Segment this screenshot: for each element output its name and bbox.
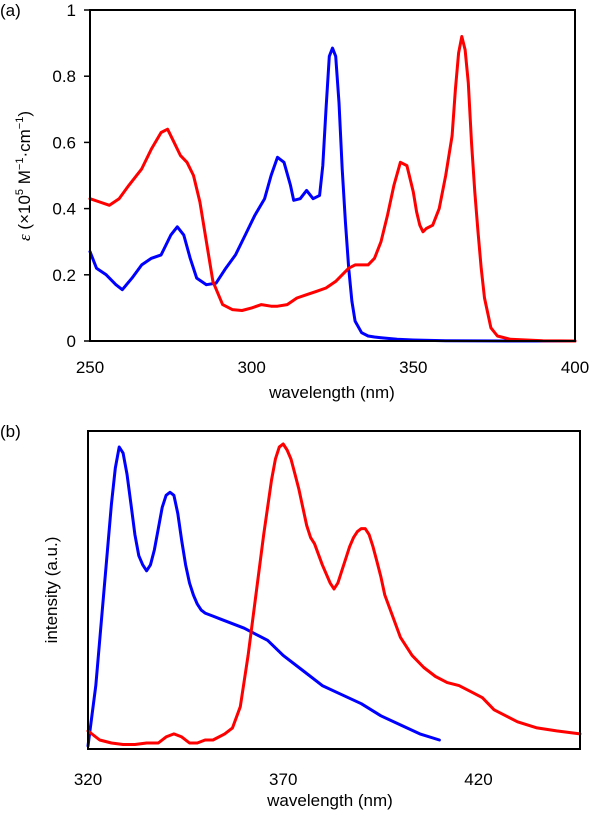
- panel-b-series: [86, 442, 582, 748]
- panel-b-plot-frame: [87, 430, 581, 750]
- panel-b-series-line-1: [86, 442, 582, 746]
- panel-b-x-ticks: 320 370 420: [74, 770, 493, 789]
- panel-a-x-tick-3: 400: [561, 358, 589, 377]
- panel-a-y-axis-label: ε (×105 M−1·cm−1): [14, 111, 34, 241]
- panel-a-y-tick-1: 0.2: [52, 266, 76, 285]
- y-label-exp-5: 5: [14, 189, 26, 195]
- panel-a-y-tick-5: 1: [67, 1, 76, 20]
- panel-a-x-tick-2: 350: [399, 358, 427, 377]
- panel-b-x-tick-1: 370: [269, 770, 297, 789]
- y-label-epsilon: ε: [15, 234, 34, 241]
- panel-b-x-tick-0: 320: [74, 770, 102, 789]
- panel-b-x-axis-label: wavelength (nm): [266, 791, 393, 810]
- y-label-exp-m1a: −1: [14, 158, 26, 171]
- panel-a-y-tick-0: 0: [67, 332, 76, 351]
- panel-b-y-axis-label: intensity (a.u.): [42, 537, 61, 644]
- y-label-part-close: ): [15, 111, 34, 117]
- y-label-part-open: (×10: [15, 195, 34, 234]
- panel-b-x-tick-2: 420: [464, 770, 492, 789]
- panel-a-plot-frame: [89, 9, 576, 342]
- panel-a-series: [88, 35, 577, 343]
- panel-a-y-tick-3: 0.6: [52, 133, 76, 152]
- panel-a-y-ticks: 0 0.2 0.4 0.6 0.8 1: [52, 1, 90, 351]
- y-label-part-m: M: [15, 170, 34, 189]
- panel-a-x-tick-1: 300: [237, 358, 265, 377]
- panel-a-y-tick-4: 0.8: [52, 67, 76, 86]
- y-label-exp-m1b: −1: [14, 117, 26, 130]
- panel-a-absorption-chart: (a) 0 0.2 0.4 0.6 0.8 1 250 300 350 400 waveleng…: [0, 1, 589, 402]
- y-label-part-cm: ·cm: [15, 129, 34, 157]
- panel-a-x-ticks: 250 300 350 400: [76, 358, 589, 377]
- panel-a-x-tick-0: 250: [76, 358, 104, 377]
- panel-a-label: (a): [0, 1, 21, 20]
- panel-b-label: (b): [0, 422, 21, 441]
- panel-b-emission-chart: (b) 320 370 420 wavelength (nm) intensity …: [0, 422, 582, 810]
- panel-a-series-line-0: [88, 46, 577, 343]
- panel-b-series-line-0: [86, 445, 441, 748]
- panel-a-y-tick-2: 0.4: [52, 200, 76, 219]
- panel-a-x-axis-label: wavelength (nm): [268, 383, 395, 402]
- panel-a-series-line-1: [88, 35, 577, 343]
